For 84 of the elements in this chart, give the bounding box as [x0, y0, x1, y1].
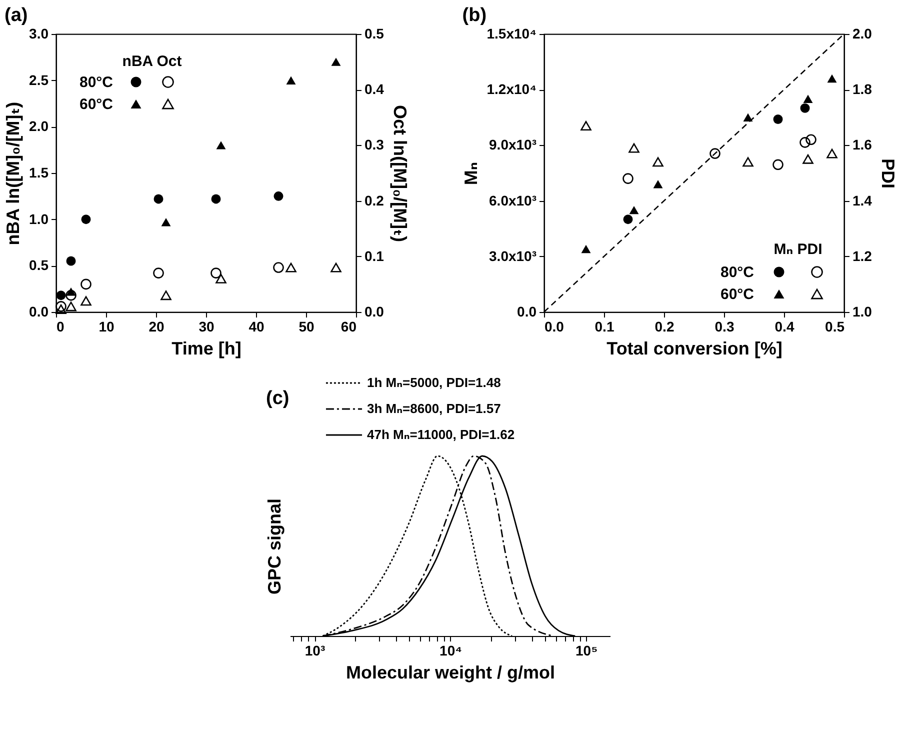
- x-tick-label: 30: [198, 318, 214, 334]
- x-tick-label: 0.2: [654, 318, 674, 334]
- x-tick-label: 0.4: [774, 318, 794, 334]
- y-tick-label: 1.5: [29, 164, 49, 180]
- y2-tick-label: 0.3: [364, 136, 384, 153]
- point: [211, 194, 221, 204]
- x-tick-label: 0.0: [544, 318, 564, 334]
- point: [66, 290, 76, 301]
- y-tick-label: 3.0x10³: [489, 248, 537, 264]
- point: [331, 58, 341, 66]
- legend-label: 60°C: [79, 96, 114, 113]
- y2-tick-label: 0.0: [364, 304, 384, 320]
- point: [274, 191, 284, 201]
- legend-title: nBA Oct: [122, 53, 182, 70]
- y-tick-label: 0.0: [517, 304, 537, 320]
- chart-title: (a): [4, 5, 28, 26]
- legend-label: 80°C: [79, 74, 114, 91]
- y2-tick-label: 1.0: [852, 304, 872, 320]
- point: [80, 278, 92, 290]
- legend-label: 47h Mₙ=11000, PDI=1.62: [367, 427, 515, 442]
- x-tick-label: 60: [340, 318, 357, 334]
- legend-label: 1h Mₙ=5000, PDI=1.48: [367, 375, 501, 390]
- point: [56, 301, 66, 312]
- y-tick-label: 2.5: [29, 72, 49, 88]
- x-tick-label: 20: [148, 318, 164, 334]
- point: [330, 262, 342, 272]
- x-tick-label: 10⁴: [440, 642, 462, 658]
- y2-tick-label: 0.4: [364, 81, 384, 98]
- point: [286, 76, 296, 84]
- legend-title: Mₙ PDI: [774, 241, 822, 258]
- y-tick-label: 1.5x10⁴: [486, 26, 537, 42]
- x-tick-label: 40: [248, 318, 264, 334]
- y-tick-label: 0.0: [29, 304, 49, 320]
- point: [154, 194, 164, 204]
- y-tick-label: 9.0x10³: [489, 136, 537, 153]
- x-tick-label: 0.3: [714, 318, 734, 334]
- x-tick-label: 0: [56, 318, 64, 334]
- x-tick-label: 10⁵: [576, 642, 598, 658]
- point: [210, 268, 222, 278]
- x-tick-label: 10³: [304, 642, 326, 658]
- point: [56, 304, 66, 314]
- point: [161, 218, 171, 226]
- point: [160, 290, 172, 300]
- point: [80, 296, 92, 306]
- legend-label: 3h Mₙ=8600, PDI=1.57: [367, 401, 501, 416]
- chart-title: (b): [462, 5, 487, 26]
- x-tick-label: 0.5: [825, 318, 845, 334]
- y2-tick-label: 2.0: [852, 26, 872, 42]
- point: [216, 274, 226, 284]
- y-axis-title: Mₙ: [460, 162, 481, 186]
- point: [216, 141, 226, 150]
- y2-tick-label: 0.1: [364, 248, 384, 264]
- y-tick-label: 0.5: [29, 257, 49, 274]
- legend-label: 80°C: [720, 264, 754, 281]
- y2-tick-label: 1.8: [852, 81, 872, 98]
- point: [153, 268, 164, 278]
- point: [81, 214, 91, 224]
- y-axis-title: GPC signal: [264, 498, 284, 595]
- y2-tick-label: 1.6: [852, 136, 872, 153]
- x-axis-title: Time [h]: [172, 338, 242, 358]
- x-axis-title: Molecular weight / g/mol: [346, 662, 556, 682]
- y2-tick-label: 0.2: [364, 192, 384, 208]
- y2-tick-label: 1.4: [852, 192, 872, 208]
- y-tick-label: 3.0: [29, 26, 49, 42]
- x-axis-title: Total conversion [%]: [606, 338, 782, 358]
- point: [286, 262, 296, 272]
- y-tick-label: 2.0: [29, 118, 49, 134]
- point: [273, 262, 284, 273]
- x-tick-label: 10: [98, 318, 114, 334]
- point: [66, 256, 76, 266]
- y2-axis-title: Oct ln([M]₀/[M]ₜ): [390, 104, 410, 242]
- x-tick-label: 50: [298, 318, 314, 334]
- y-tick-label: 1.0: [29, 210, 49, 227]
- chart-title: (c): [266, 388, 290, 409]
- y-tick-label: 1.2x10⁴: [486, 81, 537, 98]
- y2-tick-label: 0.5: [364, 26, 384, 42]
- x-tick-label: 0.1: [594, 318, 614, 334]
- y2-tick-label: 1.2: [852, 248, 872, 264]
- y2-axis-title: PDI: [878, 158, 898, 189]
- y-tick-label: 6.0x10³: [489, 192, 537, 208]
- legend-label: 60°C: [720, 286, 754, 303]
- point: [56, 290, 66, 300]
- y-axis-title: nBA ln([M]₀/[M]ₜ): [3, 102, 24, 246]
- point: [66, 302, 76, 312]
